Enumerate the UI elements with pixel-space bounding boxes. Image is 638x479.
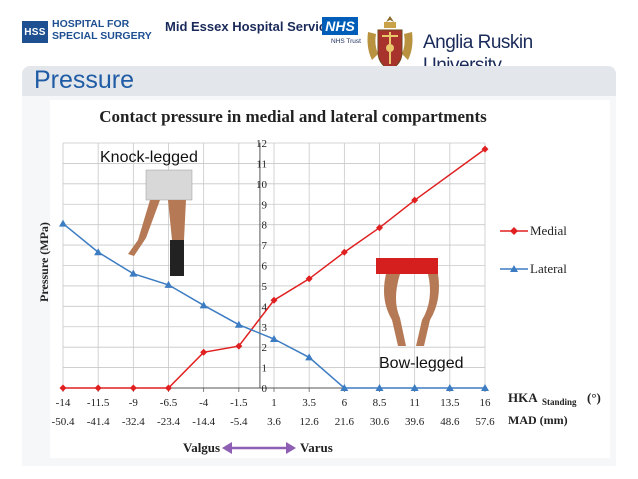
lateral-data-point xyxy=(129,269,138,277)
lateral-data-point xyxy=(270,335,278,342)
hka-tick-label: 3.5 xyxy=(302,397,316,409)
medial-data-point xyxy=(411,196,419,204)
hka-tick-label: -9 xyxy=(129,397,139,409)
medial-data-point xyxy=(305,275,313,283)
hka-label-sub: Standing xyxy=(542,397,577,407)
hka-tick-label: 16 xyxy=(480,397,492,409)
mad-tick-label: 21.6 xyxy=(335,416,355,428)
valgus-varus-arrow xyxy=(222,442,296,454)
lateral-data-point xyxy=(164,280,173,288)
lateral-data-point xyxy=(340,384,349,391)
y-tick-label: 11 xyxy=(256,158,267,170)
anglia-ruskin-logo-line1: Anglia Ruskin xyxy=(423,32,533,53)
hka-tick-label: 13.5 xyxy=(440,397,460,409)
lateral-data-point xyxy=(410,384,419,391)
hka-tick-label: 8.5 xyxy=(373,397,387,409)
hka-tick-label: -1.5 xyxy=(230,397,248,409)
lateral-data-point xyxy=(94,248,103,256)
nhs-logo: NHS xyxy=(322,17,358,35)
y-tick-label: 0 xyxy=(262,383,268,395)
mad-tick-label: -23.4 xyxy=(157,416,180,428)
hka-tick-label: -11.5 xyxy=(87,397,110,409)
lateral-data-point xyxy=(234,320,243,328)
medial-data-point xyxy=(376,224,383,232)
y-tick-label: 4 xyxy=(262,301,268,313)
mid-essex-logo-text: Mid Essex Hospital Services xyxy=(165,19,341,34)
hka-tick-labels: -14 -11.5 -9 -6.5 -4 -1.5 1 3.5 6 8.5 11 13.5 16 xyxy=(56,397,491,409)
lateral-data-point xyxy=(199,301,208,309)
hka-tick-label: 6 xyxy=(342,397,348,409)
chart-background xyxy=(50,100,610,458)
y-tick-label: 8 xyxy=(262,220,268,232)
medial-data-point xyxy=(59,384,67,392)
mad-tick-label: 48.6 xyxy=(440,416,460,428)
mad-tick-label: 57.6 xyxy=(475,416,495,428)
nhs-trust-text: NHS Trust xyxy=(331,38,361,45)
legend-lateral-marker xyxy=(510,265,518,272)
mad-tick-label: 12.6 xyxy=(300,416,320,428)
y-tick-label: 3 xyxy=(262,322,268,334)
hka-tick-label: -4 xyxy=(199,397,209,409)
lateral-data-point xyxy=(445,384,454,391)
medial-data-point xyxy=(235,342,243,350)
legend-medial-marker xyxy=(510,227,518,235)
mad-tick-label: -14.4 xyxy=(192,416,215,428)
mad-tick-label: 39.6 xyxy=(405,416,425,428)
medial-data-point xyxy=(165,384,172,392)
mad-tick-labels: -50.4 -41.4 -32.4 -23.4 -14.4 -5.4 3.6 12.6 21.6… xyxy=(52,416,496,428)
y-tick-label: 10 xyxy=(256,179,268,191)
hka-label-main: HKA xyxy=(508,390,538,405)
y-tick-label: 2 xyxy=(262,342,268,354)
lateral-data-point xyxy=(375,384,384,391)
hka-tick-label: 1 xyxy=(271,397,277,409)
y-tick-label: 7 xyxy=(262,240,268,252)
hka-tick-label: -6.5 xyxy=(160,397,178,409)
chart-title: Contact pressure in medial and lateral c… xyxy=(99,107,487,126)
y-axis-label: Pressure (MPa) xyxy=(37,222,51,302)
medial-data-point xyxy=(200,348,208,356)
y-tick-label: 9 xyxy=(262,199,268,211)
mad-tick-label: -5.4 xyxy=(230,416,248,428)
hss-logo-line1: HOSPITAL FOR xyxy=(52,18,130,30)
y-tick-label: 12 xyxy=(256,138,267,150)
y-tick-label: 1 xyxy=(262,363,268,375)
chart-legend: Medial Lateral xyxy=(500,223,567,276)
slide-title: Pressure xyxy=(34,66,135,94)
mad-tick-label: -32.4 xyxy=(122,416,145,428)
hss-logo-badge: HSS xyxy=(22,21,48,43)
medial-data-point xyxy=(481,145,489,153)
legend-medial-label: Medial xyxy=(530,223,567,238)
hka-label-unit: (°) xyxy=(587,390,601,405)
valgus-label: Valgus xyxy=(183,440,220,455)
title-banner xyxy=(22,66,616,96)
y-tick-label: 6 xyxy=(262,261,268,273)
hss-logo-line2: SPECIAL SURGERY xyxy=(52,30,152,42)
mad-tick-label: -41.4 xyxy=(87,416,110,428)
lateral-data-point xyxy=(481,384,489,391)
bow-legged-label: Bow-legged xyxy=(379,355,464,372)
varus-label: Varus xyxy=(300,440,333,455)
mad-axis-label: MAD (mm) xyxy=(508,413,568,427)
hka-tick-label: 11 xyxy=(409,397,420,409)
hka-tick-label: -14 xyxy=(56,397,71,409)
medial-data-point xyxy=(94,384,102,392)
medial-series-line xyxy=(63,148,486,389)
hka-axis-label: HKA Standing (°) xyxy=(508,390,601,407)
mad-tick-label: 30.6 xyxy=(370,416,390,428)
knock-legged-label: Knock-legged xyxy=(100,149,198,166)
bow-legged-photo xyxy=(376,258,439,346)
medial-data-point xyxy=(270,296,278,304)
legend-lateral-label: Lateral xyxy=(530,261,567,276)
chart-series xyxy=(59,145,489,392)
medial-data-point xyxy=(129,384,137,392)
mad-tick-label: 3.6 xyxy=(267,416,281,428)
knock-legged-photo xyxy=(128,169,193,276)
mad-tick-label: -50.4 xyxy=(52,416,75,428)
lateral-data-point xyxy=(305,353,314,361)
medial-data-point xyxy=(340,248,348,256)
lateral-data-point xyxy=(59,219,67,227)
y-tick-label: 5 xyxy=(262,281,268,293)
